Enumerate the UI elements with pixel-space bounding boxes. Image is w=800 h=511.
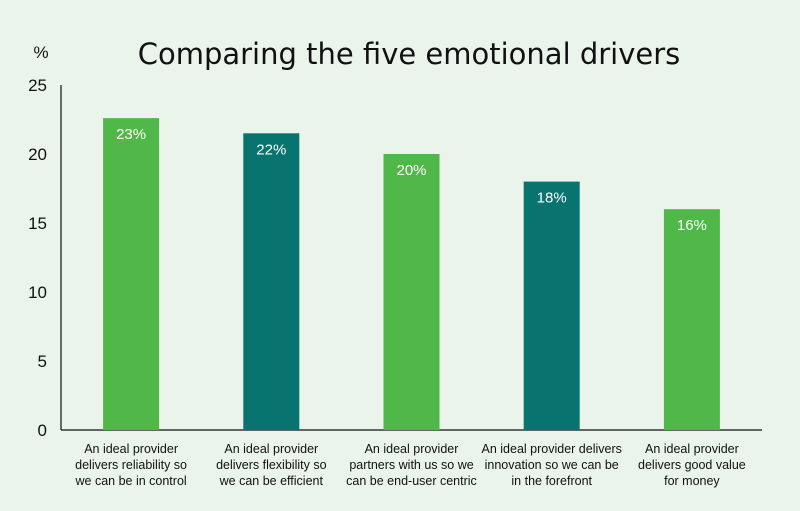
category-label: An ideal provider delivers flexibility so… <box>216 442 327 488</box>
bar <box>383 154 440 430</box>
y-tick-label: 20 <box>28 145 47 164</box>
bar <box>663 209 720 430</box>
category-label-line: delivers good value <box>638 458 746 472</box>
category-label: An ideal provider delivers reliability so… <box>75 442 188 488</box>
category-label-line: partners with us so we <box>349 458 473 472</box>
y-axis-ticks: 0 5 10 15 20 25 <box>28 76 47 440</box>
y-tick-label: 5 <box>38 352 47 371</box>
y-tick-label: 15 <box>28 214 47 233</box>
y-axis-unit-label: % <box>33 43 48 62</box>
bar-data-labels: 23% 22% 20% 18% 16% <box>116 126 707 234</box>
category-label-line: for money <box>664 474 720 488</box>
category-label-line: An ideal provider <box>224 442 318 456</box>
category-label-line: can be end-user centric <box>346 474 477 488</box>
category-label: An ideal provider delivers good value for … <box>638 442 746 488</box>
category-label: An ideal provider delivers innovation so … <box>482 442 622 488</box>
category-label-line: An ideal provider delivers <box>482 442 622 456</box>
bars <box>103 118 720 431</box>
chart-title: Comparing the five emotional drivers <box>138 37 681 71</box>
category-label-line: An ideal provider <box>84 442 178 456</box>
bar-data-label: 23% <box>116 126 146 143</box>
y-tick-label: 0 <box>38 421 47 440</box>
category-label-line: delivers flexibility so <box>216 458 327 472</box>
bar-data-label: 20% <box>396 162 426 179</box>
category-labels: An ideal provider delivers reliability so… <box>75 442 746 488</box>
y-tick-label: 10 <box>28 283 47 302</box>
bar-data-label: 18% <box>537 190 567 207</box>
category-label-line: An ideal provider <box>365 442 459 456</box>
category-label-line: in the forefront <box>511 474 592 488</box>
bar-data-label: 16% <box>677 217 707 234</box>
category-label-line: we can be efficient <box>219 474 324 488</box>
category-label-line: delivers reliability so <box>75 458 187 472</box>
bar <box>103 118 160 431</box>
category-label-line: we can be in control <box>75 474 187 488</box>
category-label-line: An ideal provider <box>645 442 739 456</box>
bar <box>243 133 300 431</box>
category-label-line: innovation so we can be <box>485 458 619 472</box>
bar <box>523 181 580 430</box>
category-label: An ideal provider partners with us so we c… <box>346 442 477 488</box>
y-tick-label: 25 <box>28 76 47 95</box>
bar-data-label: 22% <box>256 141 286 158</box>
